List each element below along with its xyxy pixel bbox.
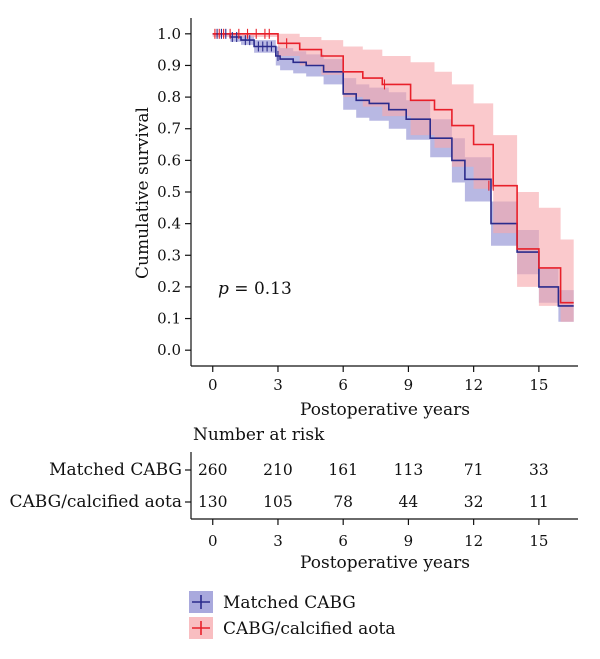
x-tick-label: 9 [404,376,414,394]
y-tick-label: 0.6 [157,151,181,169]
y-tick-label: 0.2 [157,278,181,296]
risk-count: 32 [464,493,484,511]
x-axis-title: Postoperative years [300,400,470,420]
legend: Matched CABG CABG/calcified aota [189,591,395,639]
y-tick-label: 0.0 [157,341,181,359]
x-tick-label: 6 [338,376,348,394]
legend-label: CABG/calcified aota [223,619,395,639]
risk-count: 161 [328,461,358,479]
risk-x-axis-title: Postoperative years [300,553,470,573]
calcified-aorta-confidence-band [212,33,574,322]
risk-x-tick-label: 15 [529,532,548,550]
confidence-bands [212,33,574,322]
x-tick-label: 12 [464,376,483,394]
risk-row-label: CABG/calcified aota [10,492,182,512]
y-tick-label: 0.8 [157,88,181,106]
risk-table-title: Number at risk [193,425,325,445]
risk-x-tick-label: 3 [273,532,283,550]
risk-count: 260 [198,461,228,479]
risk-count: 113 [394,461,424,479]
risk-count: 33 [529,461,549,479]
risk-row-label: Matched CABG [49,460,182,480]
censor-marks [214,28,494,191]
y-tick-label: 0.7 [157,120,181,138]
matched-cabg-survival-line [212,33,574,307]
y-tick-label: 0.9 [157,56,181,74]
p-label: p [218,279,229,299]
y-tick-label: 0.3 [157,246,181,264]
risk-count: 44 [399,493,419,511]
risk-y-ticks [185,469,191,503]
y-tick-label: 0.5 [157,183,181,201]
risk-x-ticks: 0 3 6 9 12 15 [208,519,548,550]
y-tick-label: 0.1 [157,310,181,328]
risk-x-tick-label: 9 [404,532,414,550]
x-ticks: 0 3 6 9 12 15 [208,366,548,394]
survival-curves [212,33,574,307]
y-tick-label: 0.4 [157,215,181,233]
risk-x-tick-label: 12 [464,532,483,550]
risk-table: Matched CABG 260 210 161 113 71 33 CABG/calcifi… [10,460,549,512]
y-ticks: 0.0 0.1 0.2 0.3 0.4 0.5 0.6 0.7 0.8 0.9 1.0 [157,25,191,359]
x-tick-label: 3 [273,376,283,394]
legend-line-marker [192,595,210,609]
risk-count: 105 [263,493,293,511]
legend-label: Matched CABG [223,593,356,613]
risk-x-tick-label: 0 [208,532,218,550]
risk-count: 71 [464,461,484,479]
risk-count: 210 [263,461,293,479]
p-value: = 0.13 [229,279,292,299]
legend-line-marker [192,621,210,635]
y-tick-label: 1.0 [157,25,181,43]
p-value-annotation: p = 0.13 [218,279,292,299]
calcified-aorta-survival-line [212,33,574,304]
x-tick-label: 0 [208,376,218,394]
x-tick-label: 15 [529,376,548,394]
y-axis-title: Cumulative survival [133,107,153,279]
risk-count: 130 [198,493,228,511]
risk-count: 78 [333,493,353,511]
risk-count: 11 [529,493,549,511]
risk-x-tick-label: 6 [338,532,348,550]
